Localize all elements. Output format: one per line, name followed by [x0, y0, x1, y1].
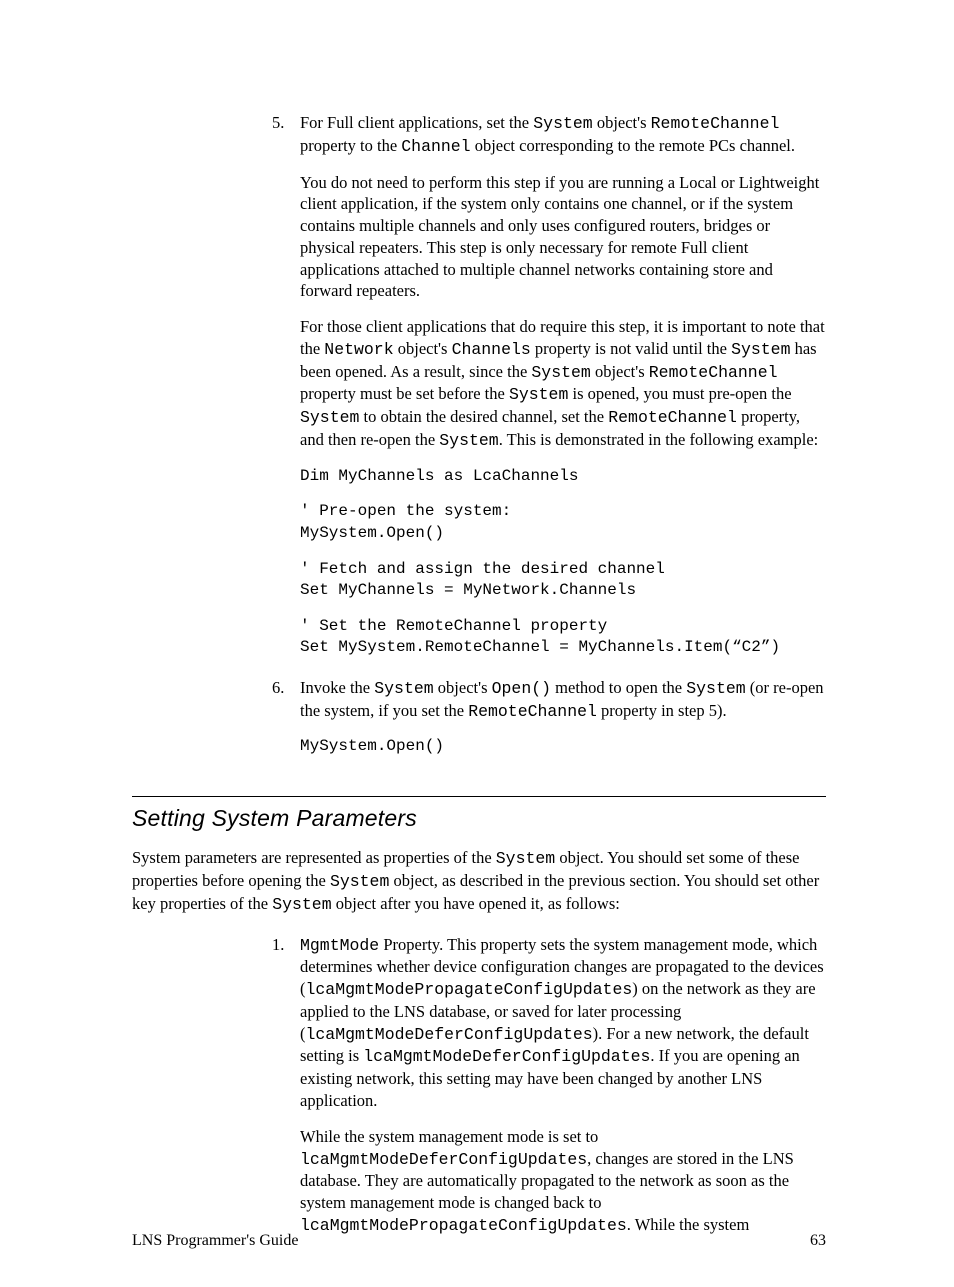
- paragraph: For those client applications that do re…: [300, 316, 826, 452]
- code-inline: Open(): [492, 679, 551, 698]
- text: object's: [591, 362, 649, 381]
- code-block: Dim MyChannels as LcaChannels: [300, 466, 826, 488]
- code-block: ' Pre-open the system: MySystem.Open(): [300, 501, 826, 544]
- list-item-5: 5. For Full client applications, set the…: [272, 112, 826, 667]
- code-inline: System: [439, 431, 498, 450]
- code-inline: lcaMgmtModeDeferConfigUpdates: [300, 1150, 587, 1169]
- text: object corresponding to the remote PCs c…: [471, 136, 795, 155]
- text: property is not valid until the: [531, 339, 731, 358]
- code-inline: RemoteChannel: [608, 408, 737, 427]
- code-inline: lcaMgmtModePropagateConfigUpdates: [306, 980, 633, 999]
- code-inline: lcaMgmtModeDeferConfigUpdates: [363, 1047, 650, 1066]
- text: object's: [394, 339, 452, 358]
- list-body: Invoke the System object's Open() method…: [300, 677, 826, 772]
- code-inline: System: [686, 679, 745, 698]
- text: object after you have opened it, as foll…: [332, 894, 620, 913]
- text: . This is demonstrated in the following …: [499, 430, 819, 449]
- list-body: For Full client applications, set the Sy…: [300, 112, 826, 667]
- text: property to the: [300, 136, 401, 155]
- code-inline: lcaMgmtModeDeferConfigUpdates: [306, 1025, 593, 1044]
- list-item-6: 6. Invoke the System object's Open() met…: [272, 677, 826, 772]
- code-inline: MgmtMode: [300, 936, 379, 955]
- list-block: 5. For Full client applications, set the…: [272, 112, 826, 772]
- code-inline: System: [531, 363, 590, 382]
- paragraph: System parameters are represented as pro…: [132, 847, 826, 915]
- code-inline: Channel: [401, 137, 470, 156]
- text: is opened, you must pre-open the: [568, 384, 791, 403]
- page-number: 63: [810, 1230, 826, 1251]
- code-inline: System: [496, 849, 555, 868]
- section-divider: [132, 796, 826, 797]
- paragraph: While the system management mode is set …: [300, 1126, 826, 1237]
- text: System parameters are represented as pro…: [132, 848, 496, 867]
- paragraph: MgmtMode Property. This property sets th…: [300, 934, 826, 1112]
- list-number: 1.: [272, 934, 300, 1237]
- text: object's: [434, 678, 492, 697]
- paragraph: You do not need to perform this step if …: [300, 172, 826, 303]
- code-inline: RemoteChannel: [649, 363, 778, 382]
- text: Invoke the: [300, 678, 374, 697]
- text: object's: [593, 113, 651, 132]
- paragraph: Invoke the System object's Open() method…: [300, 677, 826, 723]
- code-inline: System: [509, 385, 568, 404]
- document-page: 5. For Full client applications, set the…: [0, 0, 954, 1287]
- code-inline: System: [731, 340, 790, 359]
- list-number: 6.: [272, 677, 300, 772]
- list-block: 1. MgmtMode Property. This property sets…: [272, 934, 826, 1237]
- code-inline: Network: [324, 340, 393, 359]
- section-heading: Setting System Parameters: [132, 803, 826, 833]
- list-body: MgmtMode Property. This property sets th…: [300, 934, 826, 1237]
- text: to obtain the desired channel, set the: [359, 407, 608, 426]
- paragraph: For Full client applications, set the Sy…: [300, 112, 826, 158]
- code-block: ' Fetch and assign the desired channel S…: [300, 559, 826, 602]
- code-inline: System: [272, 895, 331, 914]
- text: For Full client applications, set the: [300, 113, 533, 132]
- code-block: ' Set the RemoteChannel property Set MyS…: [300, 616, 826, 659]
- code-inline: System: [300, 408, 359, 427]
- code-inline: System: [330, 872, 389, 891]
- code-inline: System: [533, 114, 592, 133]
- text: property in step 5).: [597, 701, 727, 720]
- page-footer: LNS Programmer's Guide 63: [132, 1230, 826, 1251]
- text: property must be set before the: [300, 384, 509, 403]
- list-item-1: 1. MgmtMode Property. This property sets…: [272, 934, 826, 1237]
- code-inline: RemoteChannel: [468, 702, 597, 721]
- code-inline: System: [374, 679, 433, 698]
- text: method to open the: [551, 678, 686, 697]
- code-inline: Channels: [452, 340, 531, 359]
- code-inline: RemoteChannel: [651, 114, 780, 133]
- code-block: MySystem.Open(): [300, 736, 826, 758]
- list-number: 5.: [272, 112, 300, 667]
- text: While the system management mode is set …: [300, 1127, 598, 1146]
- footer-title: LNS Programmer's Guide: [132, 1230, 298, 1251]
